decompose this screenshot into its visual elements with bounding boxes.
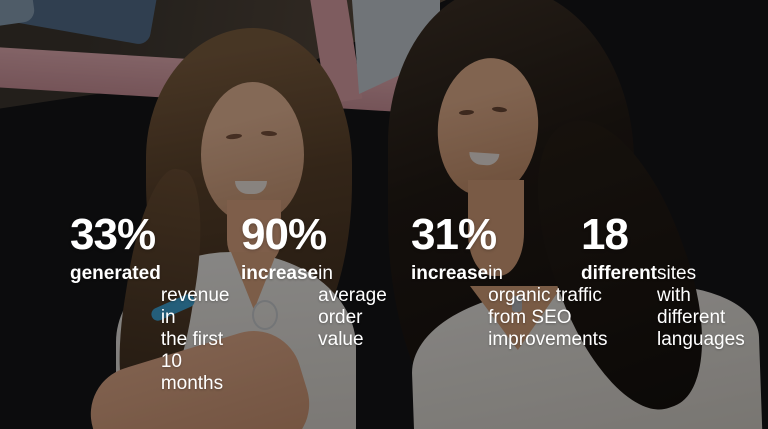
woman-left-face [201,82,304,222]
stat-sites-languages: 18 different sites with different langua… [581,210,749,351]
stat-description: increase in average order value [241,263,409,350]
stat-rest: in average order value [318,263,387,350]
stat-revenue: 33% generated revenue in the first 10 mo… [70,210,238,395]
stat-description: generated revenue in the first 10 months [70,263,238,394]
stat-value: 18 [581,210,629,259]
stat-value: 33% [70,210,156,259]
woman-right-neck [468,180,524,276]
stat-rest: sites with different languages [657,263,745,350]
stat-rest: in organic traffic from SEO improvements [488,263,608,350]
stat-keyword: different [581,263,657,284]
stat-value: 31% [411,210,497,259]
stat-rest: revenue in the first 10 months [160,285,230,394]
stat-keyword: increase [411,263,489,284]
stat-description: different sites with different languages [581,263,749,350]
woman-right-pendant [512,296,522,312]
stat-average-order-value: 90% increase in average order value [241,210,409,351]
woman-left-smile [235,181,267,194]
stat-keyword: increase [241,263,319,284]
stat-description: increase in organic traffic from SEO imp… [411,263,607,350]
stat-keyword: generated [70,263,161,284]
stat-value: 90% [241,210,327,259]
woman-left-necklace [252,300,278,330]
stat-organic-traffic: 31% increase in organic traffic from SEO… [411,210,607,351]
